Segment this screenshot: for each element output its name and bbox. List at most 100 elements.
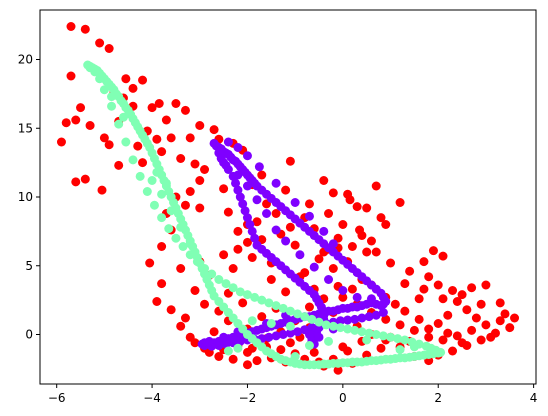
series-0-point-28: [176, 154, 186, 163]
series-2-point-141: [157, 213, 167, 223]
series-0-point-192: [104, 44, 114, 53]
series-2-point-137: [185, 250, 195, 260]
series-0-point-160: [333, 365, 343, 375]
series-1-point-174: [242, 151, 252, 161]
series-1-point-161: [366, 294, 376, 304]
series-1-point-118: [240, 206, 250, 216]
series-0-point-94: [433, 280, 443, 290]
x-tick-label-3: 0: [339, 391, 347, 405]
series-0-point-174: [185, 332, 195, 342]
series-2-point-161: [304, 341, 314, 350]
series-2-point-132: [221, 279, 231, 289]
series-1-point-117: [238, 199, 248, 209]
series-0-point-13: [85, 121, 95, 130]
series-0-point-187: [219, 184, 229, 194]
series-0-point-5: [128, 83, 138, 93]
series-2-point-114: [350, 325, 360, 335]
series-1-point-150: [233, 170, 243, 180]
series-0-point-10: [61, 118, 71, 128]
series-1-point-153: [262, 209, 272, 218]
series-1-point-106: [350, 314, 360, 324]
series-0-point-170: [242, 360, 252, 370]
series-0-point-100: [462, 305, 472, 315]
series-1-point-148: [216, 154, 226, 163]
series-2-point-117: [328, 321, 338, 331]
series-2-point-115: [343, 324, 353, 334]
series-1-point-90: [235, 336, 245, 346]
series-0-point-172: [214, 352, 224, 361]
series-2-point-166: [223, 346, 233, 356]
series-2-point-113: [357, 327, 367, 337]
series-0-point-204: [443, 328, 453, 338]
series-0-point-212: [343, 346, 353, 356]
series-0-point-219: [328, 264, 338, 273]
series-2-point-164: [395, 345, 405, 355]
series-2-point-108: [393, 334, 403, 344]
series-0-point-87: [371, 247, 381, 257]
series-1-point-105: [343, 315, 353, 325]
series-2-point-116: [335, 323, 345, 333]
series-0-point-185: [271, 209, 281, 218]
y-tick-label-4: 20: [18, 53, 33, 67]
series-2-point-168: [290, 352, 300, 361]
series-0-point-85: [345, 195, 355, 205]
series-2-point-126: [264, 298, 274, 308]
series-0-point-142: [481, 320, 491, 330]
series-2-point-120: [307, 314, 317, 324]
series-1-point-173: [233, 143, 243, 152]
series-0-point-62: [281, 287, 291, 297]
series-0-point-44: [285, 156, 295, 166]
series-2-point-159: [266, 319, 276, 328]
series-0-point-42: [281, 185, 291, 195]
series-2-point-122: [293, 309, 303, 319]
series-2-point-136: [192, 257, 202, 267]
series-2-point-121: [300, 312, 310, 322]
series-0-point-194: [233, 244, 243, 254]
series-0-point-210: [276, 345, 286, 355]
series-0-point-127: [257, 312, 267, 322]
series-1-point-115: [233, 185, 243, 195]
series-0-point-99: [476, 299, 486, 309]
series-0-point-190: [121, 74, 131, 84]
series-0-point-22: [152, 134, 162, 144]
series-2-point-142: [149, 200, 159, 210]
series-0-point-221: [285, 222, 295, 232]
series-0-point-136: [395, 320, 405, 330]
series-2-point-119: [314, 317, 324, 327]
series-0-point-29: [190, 159, 200, 169]
series-0-point-96: [457, 290, 467, 300]
series-0-point-91: [428, 246, 438, 256]
series-2-point-146: [121, 137, 131, 147]
y-tick-label-1: 5: [25, 259, 33, 273]
series-0-point-191: [76, 103, 86, 113]
series-0-point-116: [285, 338, 295, 348]
series-2-point-112: [364, 328, 374, 338]
series-0-point-199: [414, 294, 424, 304]
series-0-point-97: [467, 283, 477, 293]
series-2-point-145: [128, 155, 138, 165]
series-1-point-108: [364, 312, 374, 322]
x-tick-label-0: −6: [48, 391, 66, 405]
series-0-point-218: [419, 284, 429, 294]
x-tick-label-5: 4: [530, 391, 538, 405]
series-0-point-175: [176, 321, 186, 331]
series-0-point-196: [300, 268, 310, 278]
series-0-point-214: [457, 338, 467, 348]
series-0-point-106: [390, 299, 400, 309]
series-2-point-162: [324, 336, 334, 346]
series-0-point-217: [438, 294, 448, 304]
series-0-point-143: [495, 316, 505, 326]
series-0-point-1: [80, 24, 90, 34]
series-2-point-165: [409, 342, 419, 352]
series-1-point-164: [197, 339, 207, 349]
series-2-point-156: [176, 222, 186, 232]
series-0-point-9: [56, 137, 66, 147]
series-1-point-121: [247, 226, 257, 236]
series-0-point-88: [386, 258, 396, 268]
series-0-point-144: [510, 313, 520, 323]
series-0-point-0: [66, 22, 76, 31]
series-0-point-12: [66, 71, 76, 81]
series-0-point-208: [242, 347, 252, 357]
axes-layer: −6 −4 −2 0 2 4 0 5 10 15 20: [18, 53, 538, 406]
